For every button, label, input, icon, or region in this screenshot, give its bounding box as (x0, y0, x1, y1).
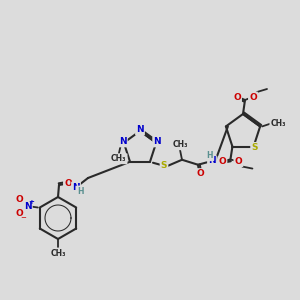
Text: CH₃: CH₃ (270, 119, 286, 128)
Text: −: − (20, 214, 26, 220)
Text: O: O (16, 209, 24, 218)
Text: O: O (235, 157, 242, 166)
Text: O: O (64, 178, 72, 188)
Text: O: O (233, 92, 241, 101)
Text: +: + (28, 200, 34, 206)
Text: N: N (119, 137, 127, 146)
Text: H: H (77, 187, 83, 196)
Text: N: N (153, 137, 161, 146)
Text: O: O (196, 169, 204, 178)
Text: CH₃: CH₃ (50, 248, 66, 257)
Text: N: N (136, 125, 144, 134)
Text: N: N (72, 182, 80, 191)
Text: S: S (251, 143, 258, 152)
Text: O: O (249, 92, 257, 101)
Text: N: N (208, 156, 216, 165)
Text: O: O (16, 195, 24, 204)
Text: O: O (218, 157, 226, 166)
Text: S: S (161, 161, 167, 170)
Text: CH₃: CH₃ (172, 140, 188, 149)
Text: CH₃: CH₃ (111, 154, 127, 163)
Text: N: N (24, 202, 32, 211)
Text: H: H (207, 151, 213, 160)
